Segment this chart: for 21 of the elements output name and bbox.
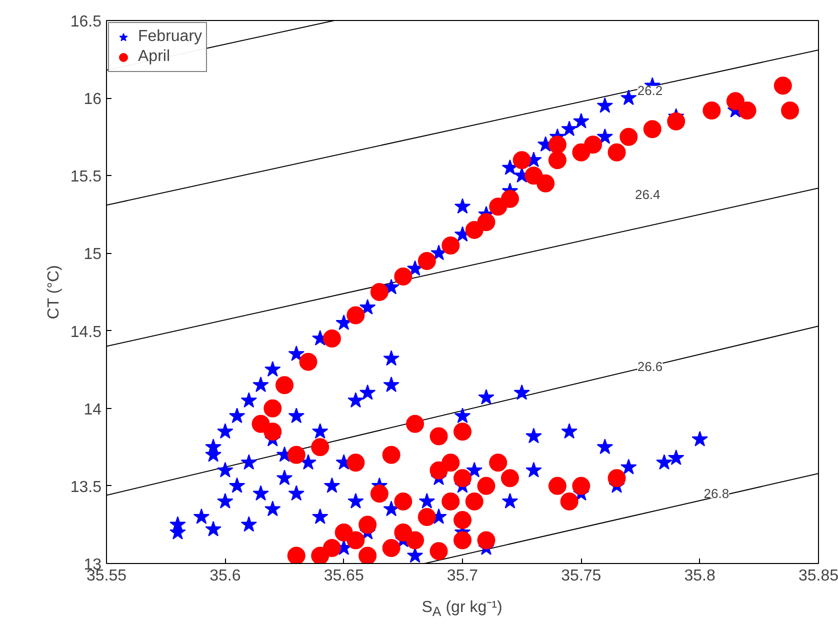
- y-tick-label: 15.5: [70, 168, 102, 186]
- annotation: 26.4: [634, 186, 660, 202]
- y-tick-label: 14: [84, 401, 102, 418]
- x-tick-label: 35.75: [561, 568, 602, 584]
- y-axis-title: CT (°C): [45, 265, 62, 320]
- annotation: 26.6: [637, 358, 663, 374]
- y-tick-label: 15: [84, 246, 102, 264]
- x-tick-label: 35.8: [684, 568, 716, 584]
- y-tick-label: 14.5: [70, 324, 102, 341]
- x-tick-label: 35.7: [446, 568, 478, 584]
- x-tick-label: 35.85: [798, 568, 838, 584]
- y-tick-label: 13.5: [70, 478, 102, 496]
- legend-label: April: [138, 48, 170, 66]
- legend-label: February: [138, 28, 202, 46]
- annotation: 26.2: [637, 82, 663, 98]
- annotation: 26.8: [704, 486, 730, 502]
- x-tick-label: 35.65: [324, 568, 364, 584]
- x-tick-label: 35.6: [210, 568, 241, 584]
- y-tick-label: 16: [84, 91, 102, 108]
- x-axis-title: S$_{A}$ (gr kg⁻¹): [422, 598, 502, 622]
- y-tick-label: 16.5: [70, 14, 102, 30]
